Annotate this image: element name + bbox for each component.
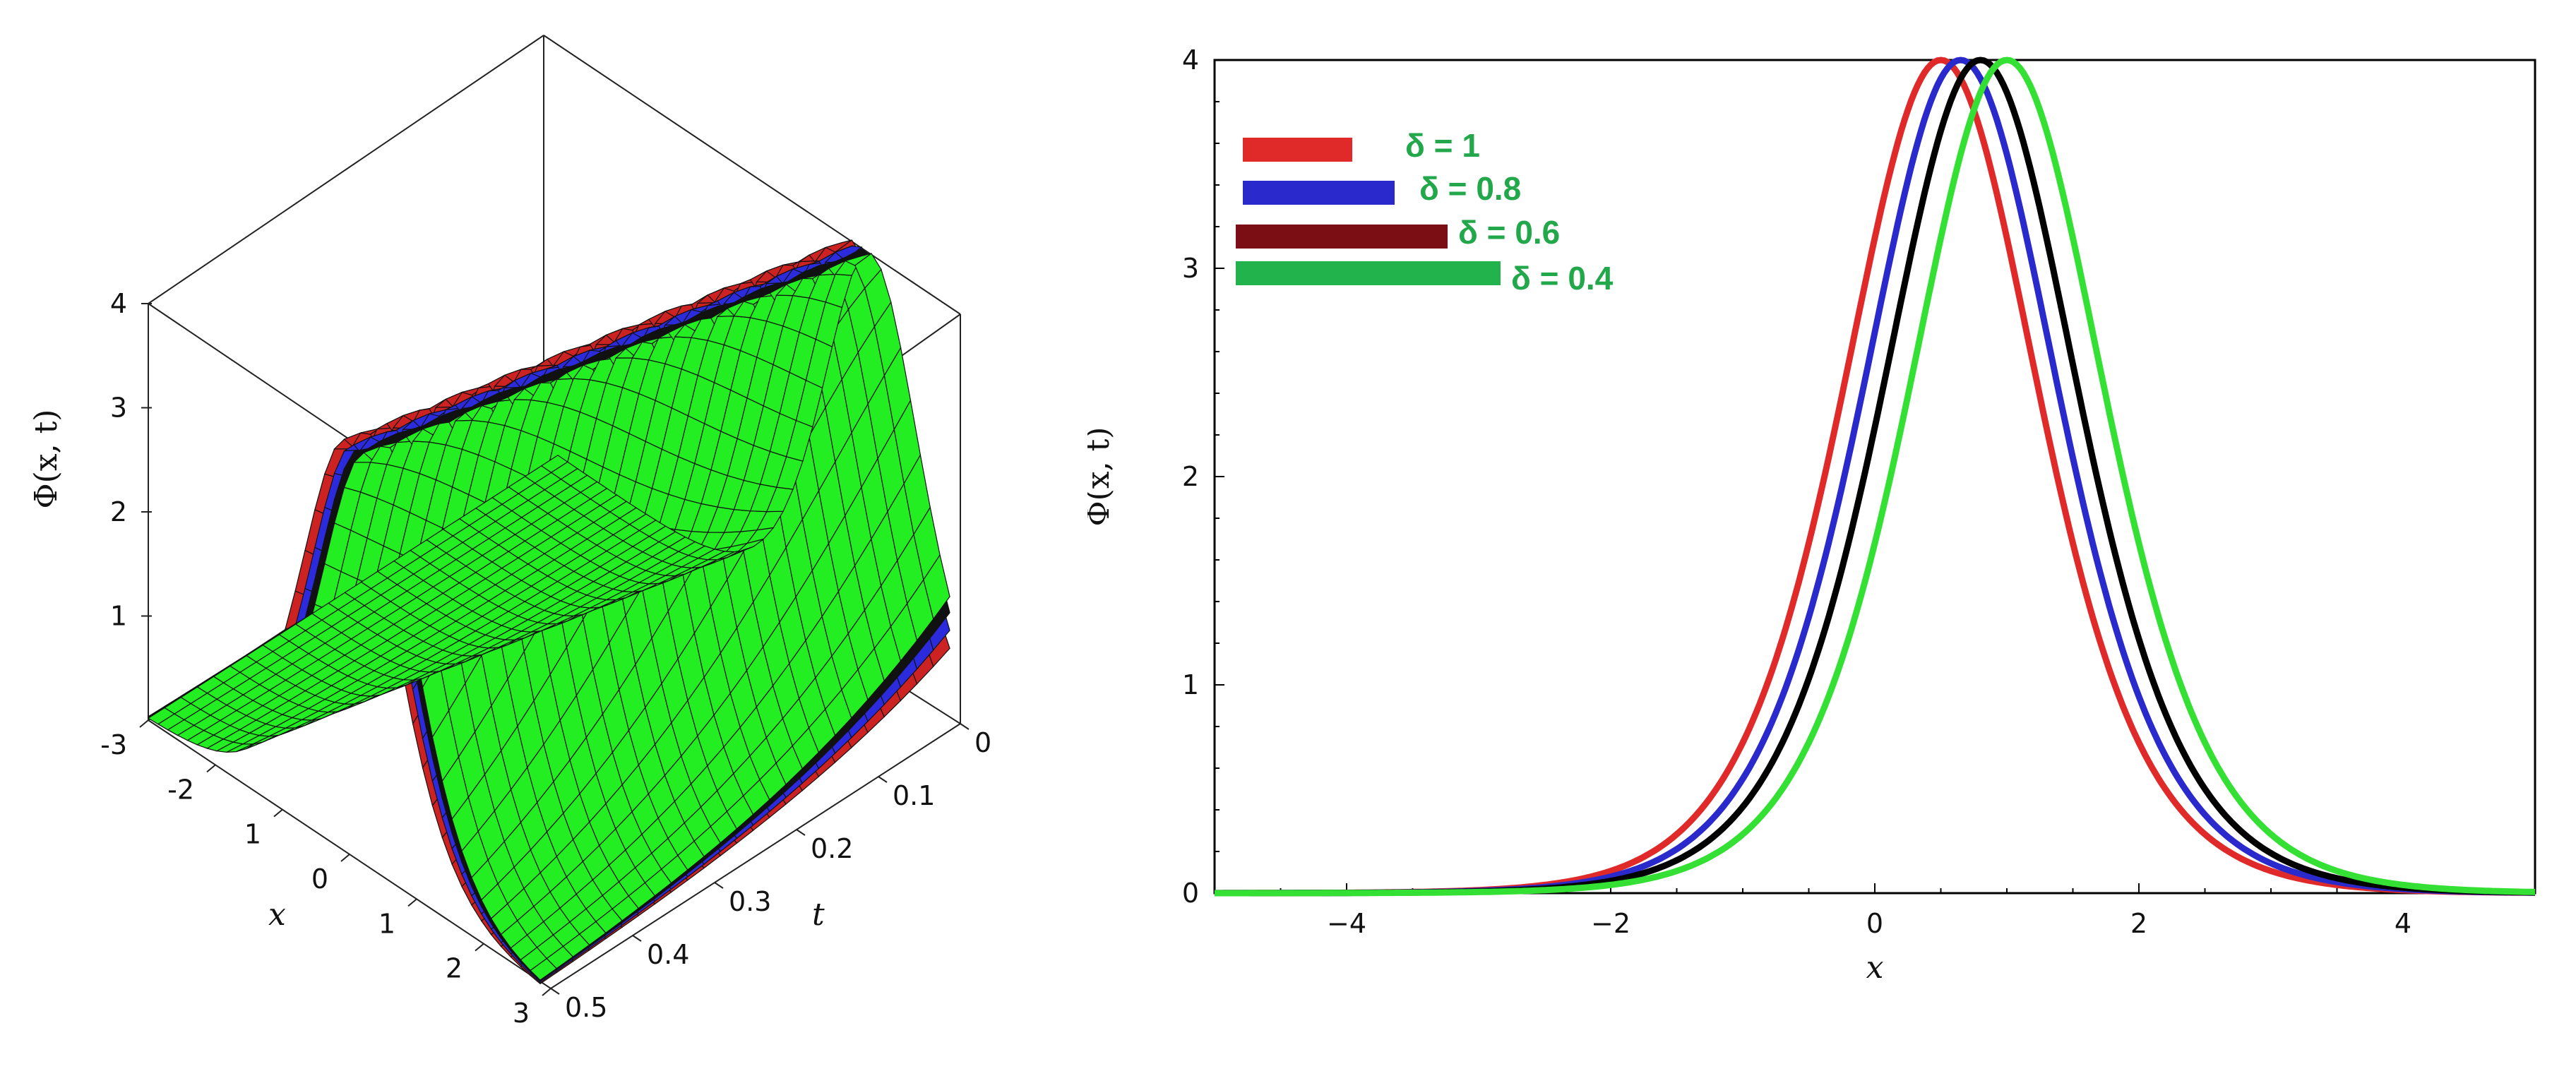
- legend-label-3: δ = 0.6: [1458, 214, 1560, 251]
- legend-swatch-1: [1243, 138, 1352, 162]
- surface-layer-4: [147, 253, 950, 981]
- legend-swatch-4: [1236, 261, 1501, 285]
- y-axis-title: Φ(x, t): [1087, 427, 1116, 527]
- legend-label-4: δ = 0.4: [1511, 260, 1614, 297]
- x-tick-label: 1: [378, 908, 395, 939]
- plot-frame: [1213, 59, 2536, 895]
- x-tick-label: −2: [1591, 908, 1630, 939]
- t-tick-mark: [714, 882, 724, 889]
- x-tick-mark: [139, 719, 149, 728]
- series-line-2: [1215, 56, 2535, 897]
- x-tick-label: -3: [100, 729, 127, 760]
- y-tick-label: 1: [1182, 669, 1199, 700]
- x-tick-mark: [542, 988, 551, 996]
- x-tick-mark: [340, 854, 350, 862]
- t-tick-mark: [878, 776, 888, 783]
- z-axis-title: Φ(x, t): [28, 410, 64, 509]
- line-curves: [1215, 56, 2536, 897]
- x-tick-label: -2: [167, 774, 194, 805]
- t-tick-mark: [550, 988, 560, 995]
- y-tick-label: 2: [1182, 461, 1199, 492]
- y-tick-label: 3: [1182, 253, 1199, 284]
- x-tick-label: 0: [311, 863, 328, 895]
- x-tick-mark: [475, 943, 484, 952]
- x-tick-label: 0: [1866, 908, 1883, 939]
- t-tick-mark: [796, 829, 806, 836]
- z-tick-label: 4: [110, 288, 127, 319]
- surface-layers: [147, 239, 950, 985]
- t-tick-label: 0: [974, 727, 991, 758]
- x-tick-label: −4: [1327, 908, 1366, 939]
- t-tick-label: 0.5: [565, 992, 607, 1023]
- t-tick-label: 0.3: [729, 886, 771, 917]
- x-axis-title: x: [1866, 950, 1884, 986]
- x-tick-mark: [206, 764, 216, 773]
- x-tick-label: 4: [2395, 908, 2411, 939]
- x-tick-label: 3: [513, 998, 530, 1029]
- t-tick-label: 0.1: [893, 780, 935, 811]
- series-line-1: [1215, 56, 2535, 897]
- y-tick-label: 4: [1182, 44, 1199, 76]
- z-tick-label: 2: [110, 496, 127, 527]
- x-axis-title: x: [268, 897, 286, 933]
- t-tick-label: 0.4: [647, 939, 689, 970]
- x-tick-label: 1: [244, 819, 261, 850]
- legend-swatch-3: [1236, 225, 1448, 249]
- series-line-4: [1215, 56, 2536, 897]
- t-tick-mark: [632, 935, 642, 942]
- t-axis-title: t: [812, 897, 825, 933]
- x-tick-label: 2: [2130, 908, 2147, 939]
- x-tick-mark: [407, 898, 417, 907]
- legend: δ = 1 δ = 0.8 δ = 0.6 δ = 0.4: [1236, 127, 1614, 297]
- t-tick-mark: [960, 723, 970, 730]
- surface-plot-panel: 1 2 3 4 -3 -2 1 0 1 2 3 0 0.1 0.2 0.3 0.4 0.5 Φ(x, t) x …: [0, 0, 1087, 1076]
- legend-label-1: δ = 1: [1405, 127, 1480, 164]
- t-tick-label: 0.2: [811, 833, 853, 864]
- z-tick-label: 3: [110, 393, 127, 424]
- x-tick-label: 2: [446, 953, 463, 984]
- line-ticks: −4 −2 0 2 4 0 1 2 3 4: [1182, 44, 2536, 939]
- x-tick-mark: [273, 808, 283, 818]
- series-line-3: [1215, 56, 2535, 897]
- surface-ticks: 1 2 3 4 -3 -2 1 0 1 2 3 0 0.1 0.2 0.3 0.4 0.5: [100, 288, 991, 1029]
- surface-cell: [923, 554, 950, 621]
- y-tick-label: 0: [1182, 878, 1199, 909]
- legend-swatch-2: [1243, 181, 1395, 205]
- z-tick-label: 1: [110, 601, 127, 632]
- legend-label-2: δ = 0.8: [1419, 170, 1521, 207]
